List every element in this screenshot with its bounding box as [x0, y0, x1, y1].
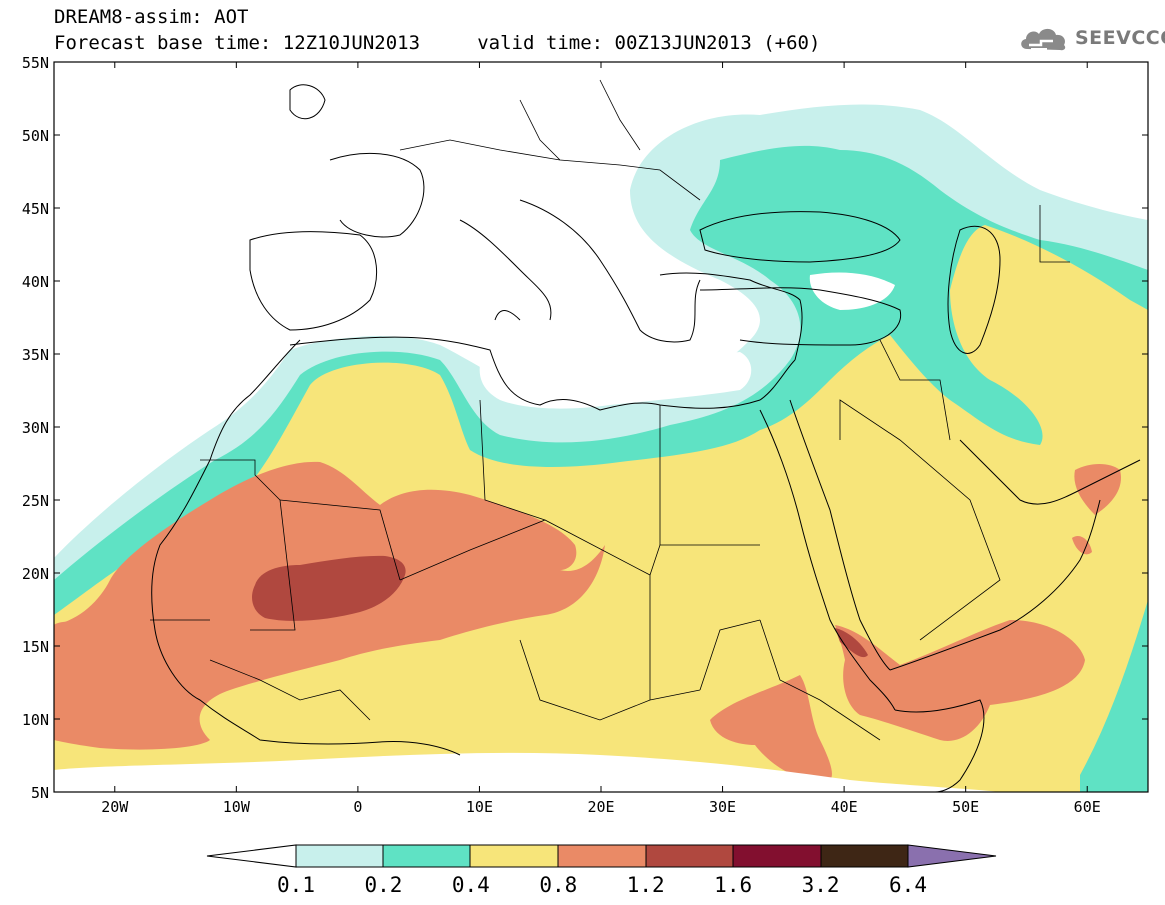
lat-label: 5N [31, 784, 49, 802]
lon-label: 10W [223, 798, 251, 816]
colorbar-0.8-1.2 [557, 844, 647, 868]
aot-contour-fields [54, 62, 1148, 792]
colorbar-tick-label: 3.2 [802, 873, 840, 897]
aot-below-min-gulf-guinea [54, 752, 1000, 792]
colorbar-tick-label: 6.4 [889, 873, 927, 897]
colorbar-0.4-0.8 [469, 844, 559, 868]
coast-red-sea-west [759, 409, 896, 711]
lat-label: 45N [22, 200, 49, 218]
lat-label: 15N [22, 638, 49, 656]
coast-persian-gulf [959, 439, 1141, 505]
longitude-axis: 20W 10W 0 10E 20E 30E 40E 50E 60E [101, 62, 1101, 816]
lat-label: 10N [22, 711, 49, 729]
chart-title: DREAM8-assim: AOT [54, 6, 249, 28]
colorbar-tick-label: 1.6 [714, 873, 752, 897]
lat-label: 25N [22, 492, 49, 510]
colorbar-tick-label: 0.2 [364, 873, 402, 897]
lat-label: 30N [22, 419, 49, 437]
lat-label: 50N [22, 127, 49, 145]
aot-below-min-north [54, 62, 640, 520]
coast-balkans-greece [519, 199, 701, 343]
lon-label: 50E [952, 798, 979, 816]
seevccc-logo: SEEVCCC [1017, 22, 1165, 54]
colorbar-1.2-1.6 [645, 844, 734, 868]
cloud-icon [1021, 28, 1066, 51]
latitude-axis: 55N 50N 45N 40N 35N 30N 25N 20N 15N 10N 5N [22, 54, 1148, 802]
lon-label: 20E [587, 798, 614, 816]
coast-italy [459, 219, 552, 321]
coast-iberia [249, 231, 378, 331]
lon-label: 30E [709, 798, 736, 816]
coast-caspian [947, 225, 1001, 354]
colorbar-tick-labels: 0.1 0.2 0.4 0.8 1.2 1.6 3.2 6.4 [277, 873, 927, 897]
colorbar-1.6-3.2 [732, 844, 822, 868]
colorbar-3.2-6.4 [820, 844, 909, 868]
aot-band-1.2-core [252, 555, 406, 621]
aot-band-0.8-gulf [1074, 464, 1121, 515]
lat-label: 40N [22, 273, 49, 291]
colorbar-below-min [206, 844, 297, 868]
logo-text: SEEVCCC [1075, 27, 1165, 49]
colorbar-above-max [907, 844, 997, 868]
colorbar-tick-label: 1.2 [627, 873, 665, 897]
lat-label: 55N [22, 54, 49, 72]
lon-label: 10E [466, 798, 493, 816]
lat-label: 35N [22, 346, 49, 364]
coast-horn [894, 699, 985, 792]
coast-red-sea-east [789, 399, 891, 671]
colorbar-tick-label: 0.1 [277, 873, 315, 897]
colorbar-tick-label: 0.4 [452, 873, 490, 897]
coast-anatolia [699, 287, 902, 346]
coast-arabia-south [889, 499, 1101, 671]
coast-north-africa [289, 336, 796, 411]
coast-black-sea [699, 211, 901, 263]
forecast-time-subtitle: Forecast base time: 12Z10JUN2013 valid t… [54, 32, 821, 54]
lon-label: 40E [831, 798, 858, 816]
lat-label: 20N [22, 565, 49, 583]
lon-label: 60E [1074, 798, 1101, 816]
coast-france-uk [289, 84, 425, 238]
lon-label: 20W [101, 798, 129, 816]
aot-band-0.8-wafrica [54, 621, 90, 660]
colorbar-tick-label: 0.8 [539, 873, 577, 897]
aot-below-min-med [479, 352, 752, 409]
coastlines [151, 84, 1141, 792]
aot-band-0.8-oman [1072, 535, 1092, 555]
colorbar-0.2-0.4 [382, 844, 471, 868]
lon-label: 0 [353, 798, 362, 816]
coast-west-africa [151, 339, 461, 756]
aot-band-1.2-redsea [835, 628, 868, 658]
aot-band-0.8-horn-west [710, 675, 832, 781]
colorbar [206, 844, 997, 868]
colorbar-0.1-0.2 [295, 844, 384, 868]
aot-band-0.4-arabia [830, 381, 1148, 560]
country-borders [150, 79, 1070, 741]
